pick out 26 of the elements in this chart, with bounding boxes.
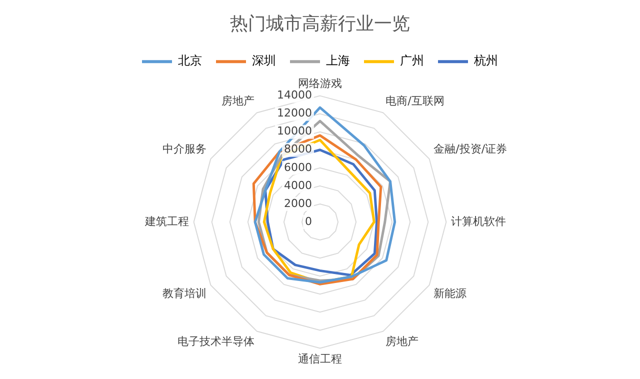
spoke-label: 网络游戏 [298,77,342,90]
y-tick-label: 8000 [284,142,312,156]
legend-label: 深圳 [252,54,276,68]
spoke-label: 中介服务 [162,142,206,156]
legend-label: 北京 [178,54,202,68]
spoke-label: 建筑工程 [144,214,189,228]
spoke-label: 教育培训 [162,287,206,300]
spoke-label: 房地产 [221,94,254,108]
spoke-label: 电商/互联网 [386,94,444,108]
spoke-label: 计算机软件 [451,214,506,228]
y-tick-label: 2000 [284,196,312,210]
legend-label: 广州 [400,54,424,68]
chart-title: 热门城市高薪行业一览 [230,13,410,34]
y-tick-label: 0 [305,214,312,228]
spoke-label: 电子技术半导体 [177,335,254,348]
y-tick-label: 14000 [277,88,312,102]
y-tick-label: 4000 [284,178,312,192]
spoke-label: 通信工程 [298,352,342,366]
legend-label: 上海 [326,54,350,68]
y-tick-label: 12000 [277,106,312,120]
y-tick-label: 10000 [277,124,312,138]
spoke-label: 房地产 [386,335,419,348]
legend-label: 杭州 [473,54,498,68]
spoke-label: 新能源 [434,287,467,300]
spoke-label: 金融/投资/证券 [434,142,508,156]
y-tick-label: 6000 [284,160,312,174]
